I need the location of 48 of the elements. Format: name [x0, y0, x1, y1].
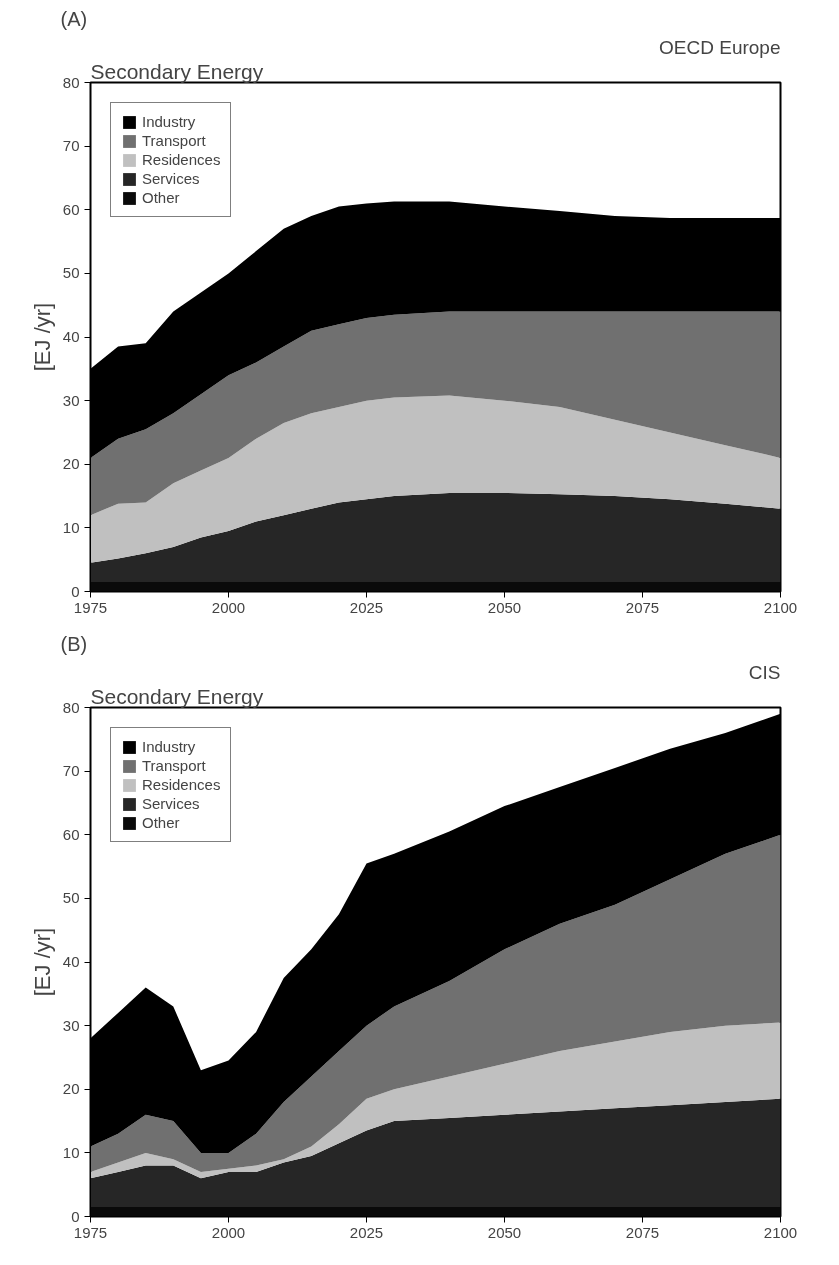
y-tick-label: 0 — [71, 1207, 80, 1225]
y-tick-label: 60 — [62, 825, 80, 843]
y-axis-title: [EJ /yr] — [29, 927, 55, 997]
y-tick-label: 50 — [62, 889, 80, 907]
x-tick-label: 2075 — [625, 598, 660, 616]
x-tick-label: 2100 — [763, 1223, 798, 1241]
y-tick-label: 70 — [62, 137, 80, 155]
y-tick-label: 10 — [62, 1143, 80, 1161]
x-tick-label: 2000 — [211, 1223, 246, 1241]
y-tick-label: 10 — [62, 518, 80, 536]
y-tick-label: 20 — [62, 1080, 80, 1098]
legend-label: Other — [142, 189, 180, 206]
legend-label: Services — [142, 795, 200, 812]
legend-label: Services — [142, 170, 200, 187]
legend-label: Industry — [142, 738, 196, 755]
y-axis-title: [EJ /yr] — [29, 302, 55, 372]
legend-label: Residences — [142, 151, 221, 168]
x-tick-label: 2000 — [211, 598, 246, 616]
y-tick-label: 70 — [62, 762, 80, 780]
chart-title: Secondary Energy — [90, 684, 264, 708]
x-tick-label: 2075 — [625, 1223, 660, 1241]
chart-subtitle: CIS — [748, 661, 781, 683]
x-tick-label: 2100 — [763, 598, 798, 616]
x-tick-label: 2050 — [487, 598, 522, 616]
legend-label: Industry — [142, 113, 196, 130]
y-tick-label: 30 — [62, 1016, 80, 1034]
chart-subtitle: OECD Europe — [659, 36, 781, 58]
y-tick-label: 0 — [71, 582, 80, 600]
legend-label: Transport — [142, 132, 206, 149]
legend-label: Transport — [142, 757, 206, 774]
y-tick-label: 40 — [62, 328, 80, 345]
legend-label: Other — [142, 814, 180, 831]
x-tick-label: 1975 — [73, 598, 108, 616]
x-tick-label: 2025 — [349, 1223, 384, 1241]
legend-label: Residences — [142, 776, 221, 793]
y-tick-label: 80 — [62, 73, 80, 91]
y-tick-label: 60 — [62, 200, 80, 218]
x-tick-label: 2050 — [487, 1223, 522, 1241]
x-tick-label: 2025 — [349, 598, 384, 616]
text: (B) — [60, 632, 88, 655]
y-tick-label: 20 — [62, 455, 80, 473]
x-tick-label: 1975 — [73, 1223, 108, 1241]
y-tick-label: 30 — [62, 391, 80, 409]
chart-title: Secondary Energy — [90, 59, 264, 83]
y-tick-label: 40 — [62, 953, 80, 970]
y-tick-label: 80 — [62, 698, 80, 716]
y-tick-label: 50 — [62, 264, 80, 282]
text: (A) — [60, 7, 88, 30]
